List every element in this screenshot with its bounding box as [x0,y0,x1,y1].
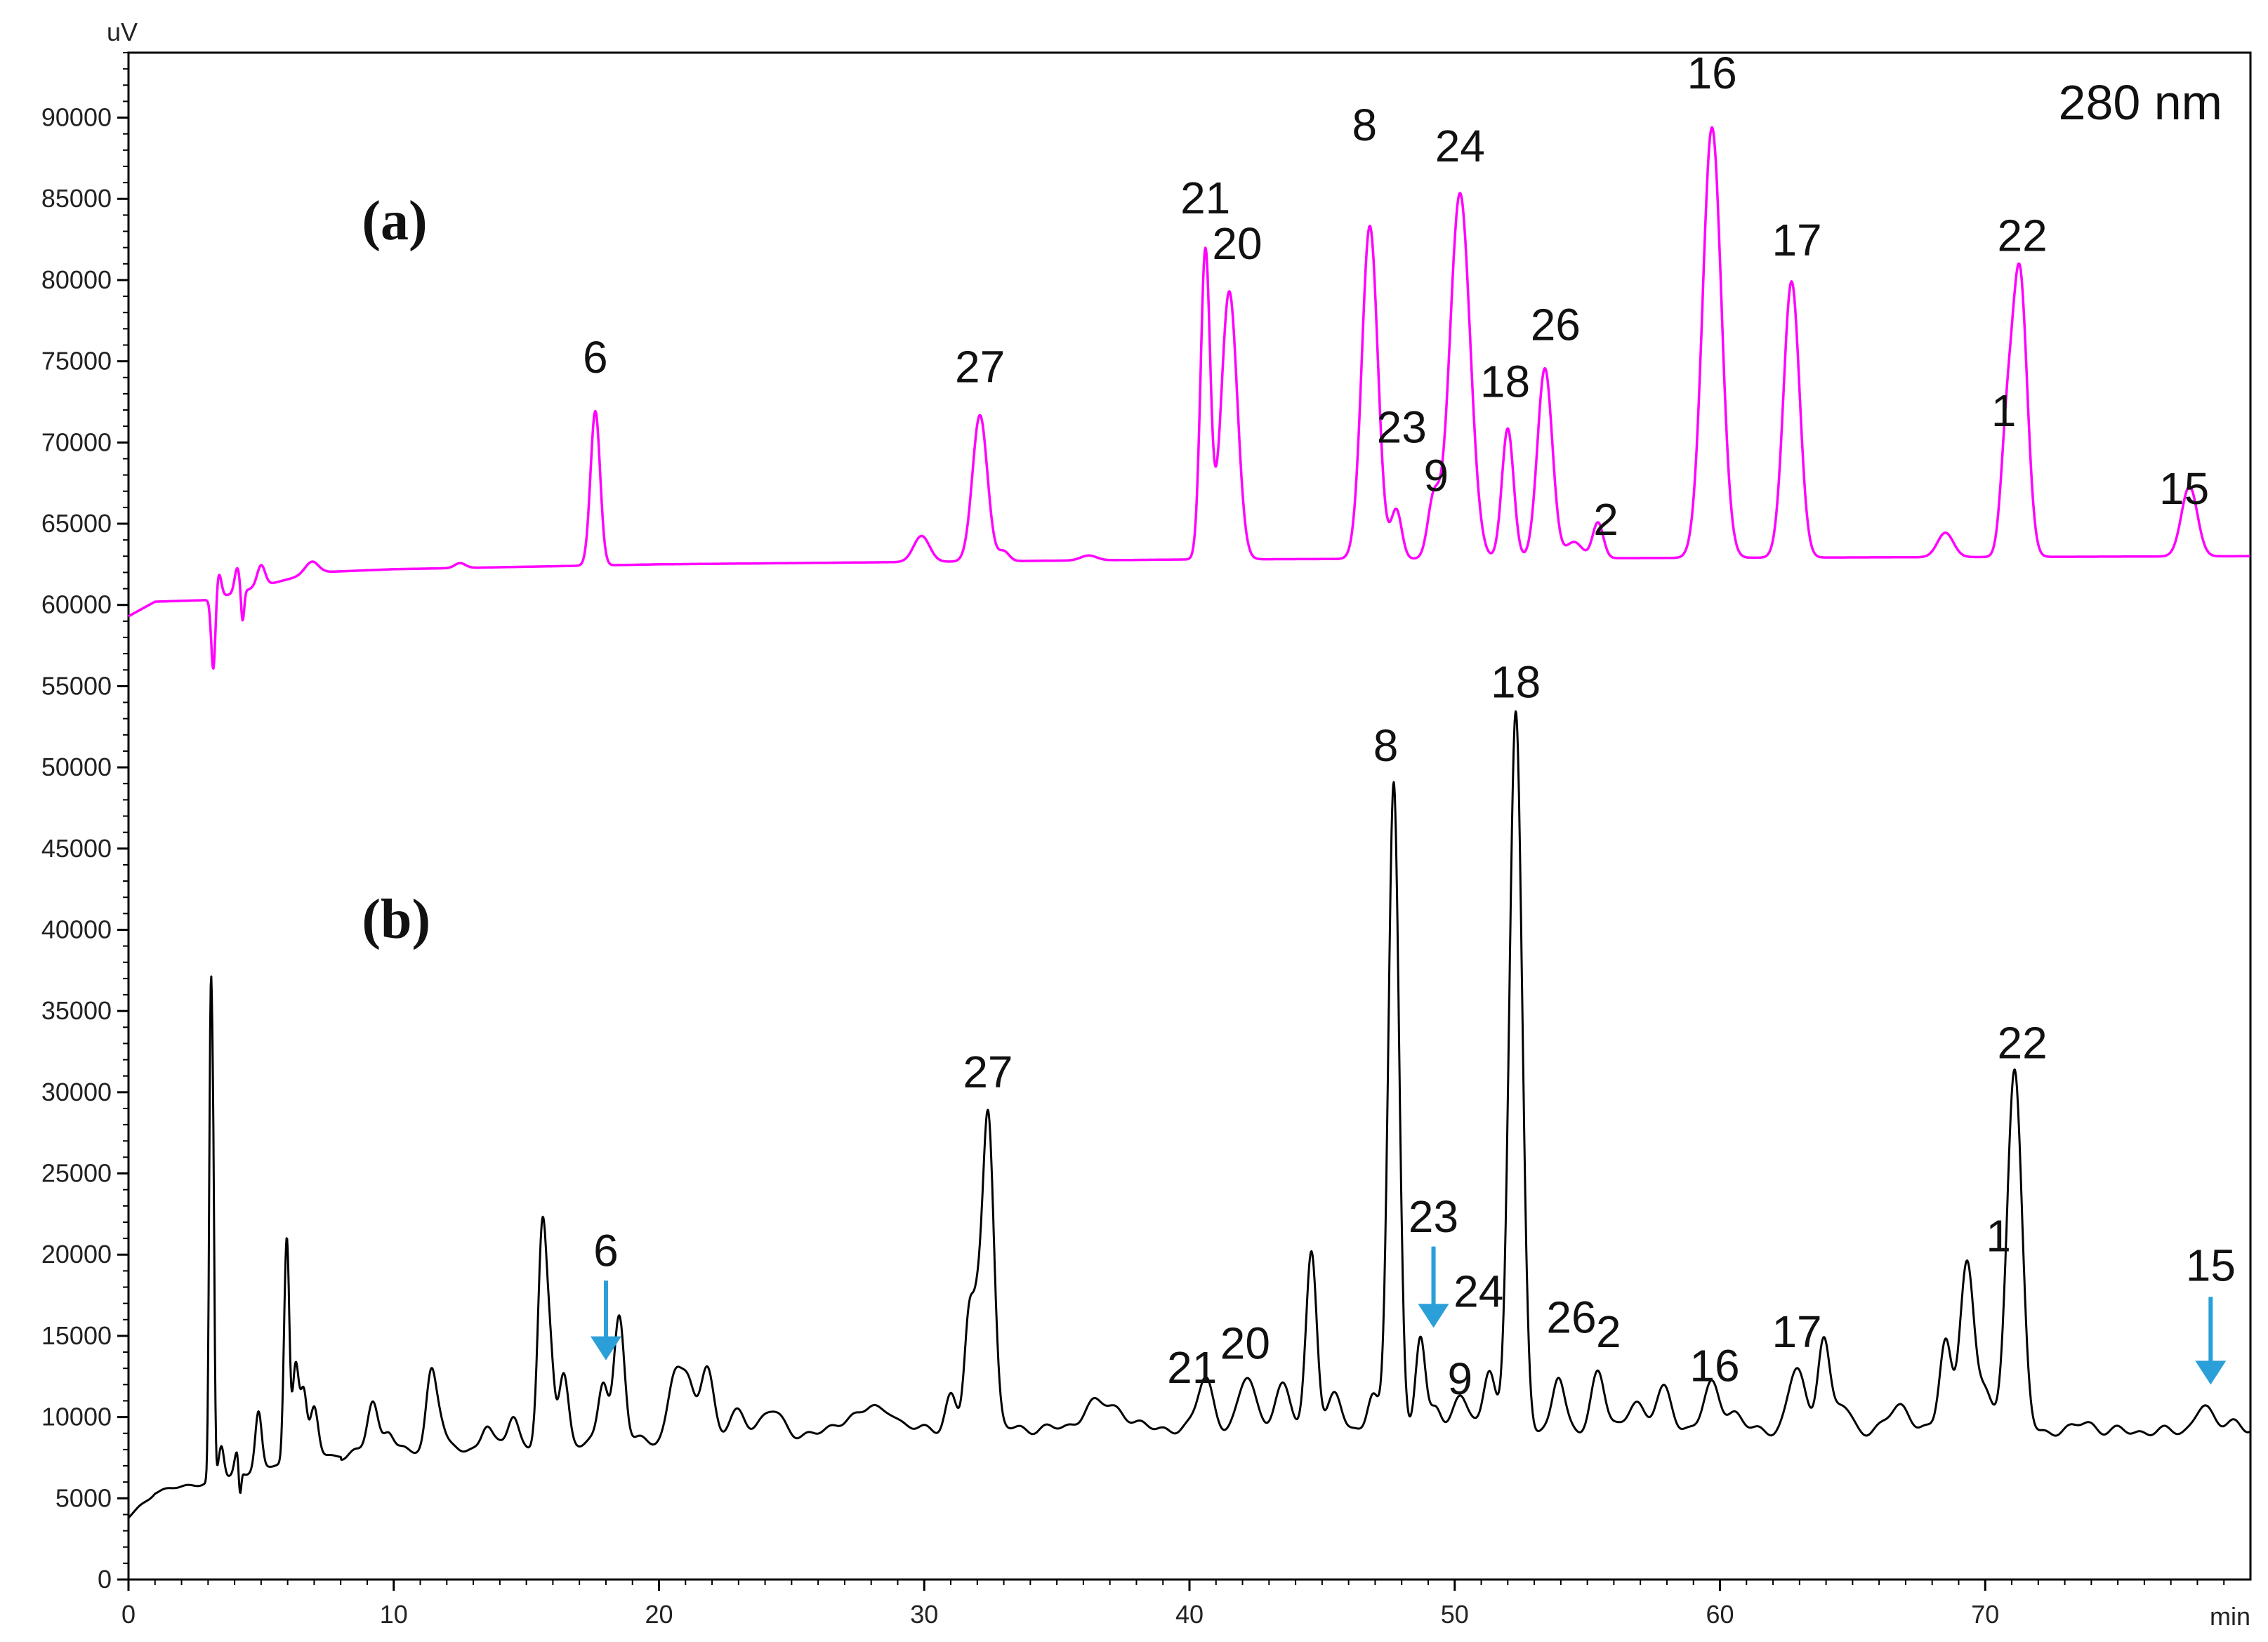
y-tick-label: 5000 [55,1483,112,1512]
y-tick-label: 60000 [41,590,112,619]
peak-label-a-26: 26 [1531,300,1581,350]
peak-label-b-16: 16 [1689,1341,1739,1391]
peak-label-a-21: 21 [1180,173,1230,223]
arrow-peak-15 [2195,1297,2227,1385]
peak-label-a-8: 8 [1352,100,1378,150]
x-tick-label: 10 [380,1600,408,1629]
x-tick-label: 70 [1971,1600,1999,1629]
x-unit-label: min [2210,1602,2250,1631]
y-tick-label: 90000 [41,103,112,132]
y-tick-label: 80000 [41,265,112,294]
x-tick-label: 0 [121,1600,136,1629]
arrow-head [590,1336,621,1360]
x-tick-label: 40 [1175,1600,1204,1629]
peak-label-a-17: 17 [1772,215,1821,265]
peak-label-a-2: 2 [1593,494,1618,545]
y-tick-label: 70000 [41,428,112,456]
peak-label-b-27: 27 [963,1047,1013,1097]
peak-label-a-27: 27 [955,342,1005,392]
peak-label-a-22: 22 [1998,210,2048,260]
peak-label-b-18: 18 [1491,657,1541,708]
peak-label-b-20: 20 [1220,1318,1270,1368]
peak-label-a-9: 9 [1424,451,1449,501]
peak-label-a-23: 23 [1377,402,1427,452]
x-tick-label: 50 [1441,1600,1469,1629]
wavelength-label: 280 nm [2059,75,2222,130]
y-unit-label: uV [107,18,138,46]
x-tick-label: 20 [645,1600,673,1629]
peak-label-a-24: 24 [1435,121,1485,171]
panel-label-b: (b) [362,889,430,951]
trace-a [128,126,2251,670]
peak-label-b-9: 9 [1448,1353,1473,1404]
y-tick-label: 20000 [41,1240,112,1269]
y-tick-label: 85000 [41,184,112,213]
peak-label-a-1: 1 [1991,385,2017,436]
peak-label-a-6: 6 [583,332,608,383]
peak-label-b-8: 8 [1373,720,1399,771]
arrow-peak-23 [1418,1246,1449,1328]
y-tick-label: 50000 [41,753,112,781]
y-tick-label: 40000 [41,915,112,944]
y-tick-label: 15000 [41,1321,112,1350]
y-tick-label: 30000 [41,1078,112,1106]
arrow-peak-6 [590,1280,621,1360]
x-tick-label: 30 [910,1600,938,1629]
panel-label-a: (a) [362,190,427,252]
peak-label-b-21: 21 [1167,1342,1217,1393]
peak-label-b-6: 6 [593,1225,619,1276]
peak-label-a-18: 18 [1480,357,1530,407]
trace-b [127,710,2250,1519]
peak-label-b-17: 17 [1772,1306,1821,1357]
y-tick-label: 25000 [41,1159,112,1188]
y-tick-label: 35000 [41,996,112,1025]
arrow-head [1418,1304,1449,1328]
peak-label-b-2: 2 [1596,1306,1621,1357]
y-tick-label: 10000 [41,1403,112,1431]
arrow-head [2195,1360,2227,1385]
x-tick-label: 60 [1706,1600,1734,1629]
y-tick-label: 45000 [41,834,112,863]
y-tick-label: 65000 [41,509,112,538]
peak-label-b-23: 23 [1409,1191,1458,1242]
peak-label-a-16: 16 [1687,48,1737,98]
axes-group: 0 5000 10000 15000 20000 25000 30000 35000 40000… [41,51,2252,1629]
y-tick-label: 75000 [41,347,112,376]
peak-label-b-1: 1 [1986,1211,2011,1262]
peak-label-a-20: 20 [1212,218,1262,269]
peak-label-b-15: 15 [2186,1240,2236,1290]
peak-label-b-22: 22 [1998,1017,2048,1068]
traces-group [127,126,2251,1519]
y-tick-label: 55000 [41,671,112,700]
peak-label-b-24: 24 [1453,1266,1503,1316]
peak-label-b-26: 26 [1546,1292,1596,1342]
peak-label-a-15: 15 [2159,463,2209,514]
y-tick-label: 0 [98,1565,112,1594]
